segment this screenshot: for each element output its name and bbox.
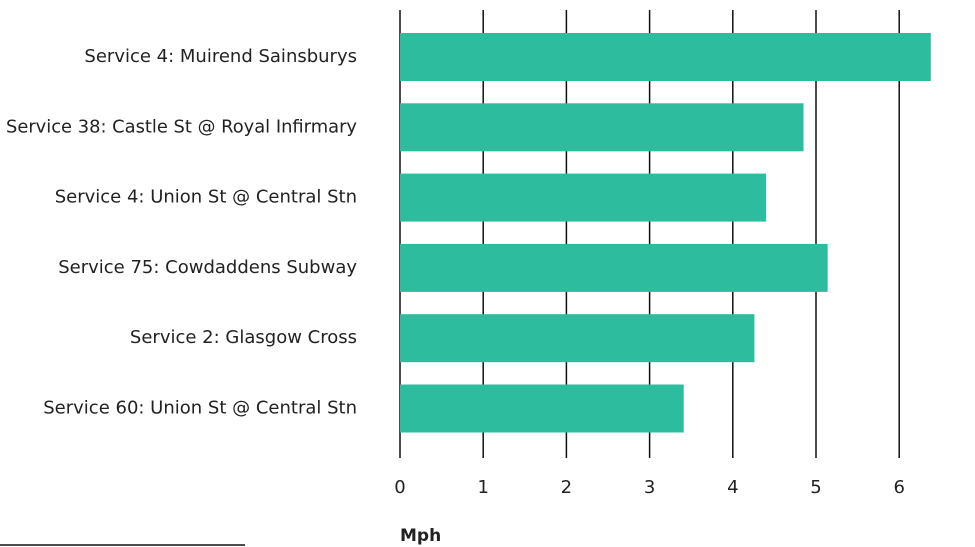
category-label: Service 75: Cowdaddens Subway [58, 257, 357, 278]
x-tick-label: 0 [394, 477, 405, 498]
x-tick-label: 4 [727, 477, 738, 498]
bar [400, 384, 684, 433]
x-tick-labels: 0 1 2 3 4 5 6 [394, 477, 905, 498]
x-tick-label: 6 [893, 477, 904, 498]
category-label: Service 38: Castle St @ Royal Infirmary [6, 116, 357, 137]
x-tick-label: 5 [810, 477, 821, 498]
bar [400, 103, 804, 152]
category-label: Service 4: Muirend Sainsburys [84, 46, 357, 67]
category-label: Service 4: Union St @ Central Stn [55, 187, 357, 208]
x-axis-title: Mph [400, 526, 441, 546]
bar [400, 33, 931, 81]
bar [400, 243, 828, 292]
gridlines [399, 10, 900, 458]
category-labels: Service 4: Muirend Sainsburys Service 38:… [6, 46, 357, 419]
x-tick-label: 1 [477, 477, 488, 498]
bar [400, 314, 755, 363]
x-tick-label: 3 [644, 477, 655, 498]
x-tick-label: 2 [561, 477, 572, 498]
bar [400, 173, 767, 222]
category-label: Service 2: Glasgow Cross [130, 327, 357, 348]
category-label: Service 60: Union St @ Central Stn [43, 398, 357, 419]
bars [400, 33, 931, 433]
